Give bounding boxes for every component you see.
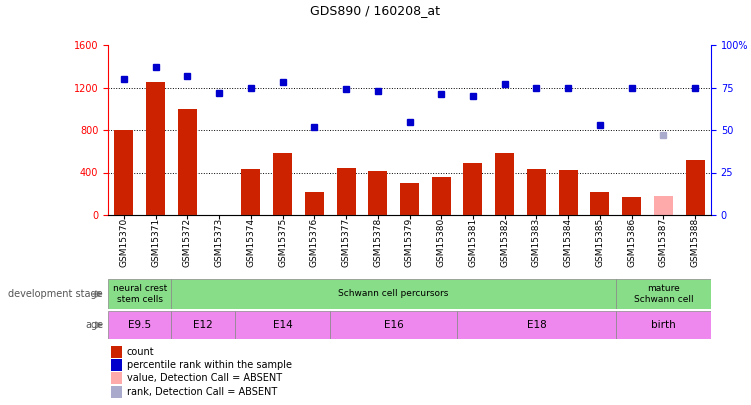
Text: GSM15375: GSM15375 xyxy=(278,218,287,267)
Text: GSM15370: GSM15370 xyxy=(119,218,128,267)
Bar xyxy=(305,192,324,215)
Text: GSM15384: GSM15384 xyxy=(564,218,573,267)
Text: E14: E14 xyxy=(273,320,292,330)
Text: GSM15371: GSM15371 xyxy=(151,218,160,267)
Bar xyxy=(146,82,165,215)
Bar xyxy=(330,311,457,339)
Bar xyxy=(114,130,134,215)
Bar xyxy=(463,163,482,215)
Bar xyxy=(108,279,171,309)
Text: mature
Schwann cell: mature Schwann cell xyxy=(634,284,693,304)
Bar xyxy=(111,346,122,358)
Text: E12: E12 xyxy=(193,320,213,330)
Text: GSM15372: GSM15372 xyxy=(182,218,192,267)
Bar xyxy=(616,311,711,339)
Bar xyxy=(654,196,673,215)
Text: E9.5: E9.5 xyxy=(128,320,151,330)
Bar xyxy=(686,160,704,215)
Text: age: age xyxy=(85,320,103,330)
Bar xyxy=(457,311,616,339)
Bar xyxy=(241,169,261,215)
Bar xyxy=(527,169,546,215)
Text: E18: E18 xyxy=(526,320,546,330)
Bar xyxy=(616,279,711,309)
Text: GSM15373: GSM15373 xyxy=(215,218,224,267)
Text: GSM15388: GSM15388 xyxy=(691,218,700,267)
Text: rank, Detection Call = ABSENT: rank, Detection Call = ABSENT xyxy=(127,387,277,397)
Bar xyxy=(432,177,451,215)
Text: percentile rank within the sample: percentile rank within the sample xyxy=(127,360,291,370)
Bar xyxy=(111,386,122,398)
Text: birth: birth xyxy=(651,320,676,330)
Bar xyxy=(559,171,578,215)
Text: GSM15387: GSM15387 xyxy=(659,218,668,267)
Bar xyxy=(368,171,388,215)
Bar xyxy=(590,192,610,215)
Text: GSM15382: GSM15382 xyxy=(500,218,509,267)
Text: GSM15379: GSM15379 xyxy=(405,218,414,267)
Text: neural crest
stem cells: neural crest stem cells xyxy=(113,284,167,304)
Text: E16: E16 xyxy=(384,320,403,330)
Bar xyxy=(235,311,330,339)
Text: GSM15377: GSM15377 xyxy=(342,218,351,267)
Text: GSM15378: GSM15378 xyxy=(373,218,382,267)
Text: value, Detection Call = ABSENT: value, Detection Call = ABSENT xyxy=(127,373,282,383)
Bar xyxy=(178,109,197,215)
Text: GSM15380: GSM15380 xyxy=(437,218,446,267)
Text: GSM15385: GSM15385 xyxy=(596,218,605,267)
Text: GDS890 / 160208_at: GDS890 / 160208_at xyxy=(310,4,441,17)
Text: GSM15376: GSM15376 xyxy=(310,218,318,267)
Bar xyxy=(622,197,641,215)
Text: GSM15383: GSM15383 xyxy=(532,218,541,267)
Bar xyxy=(111,372,122,384)
Bar xyxy=(108,311,171,339)
Text: GSM15374: GSM15374 xyxy=(246,218,255,267)
Bar xyxy=(171,311,235,339)
Text: development stage: development stage xyxy=(8,289,103,299)
Bar xyxy=(336,168,355,215)
Bar xyxy=(171,279,616,309)
Text: Schwann cell percursors: Schwann cell percursors xyxy=(339,290,449,298)
Text: GSM15381: GSM15381 xyxy=(469,218,478,267)
Text: GSM15386: GSM15386 xyxy=(627,218,636,267)
Bar xyxy=(111,359,122,371)
Bar xyxy=(495,153,514,215)
Bar xyxy=(273,153,292,215)
Bar xyxy=(400,183,419,215)
Text: count: count xyxy=(127,347,154,357)
